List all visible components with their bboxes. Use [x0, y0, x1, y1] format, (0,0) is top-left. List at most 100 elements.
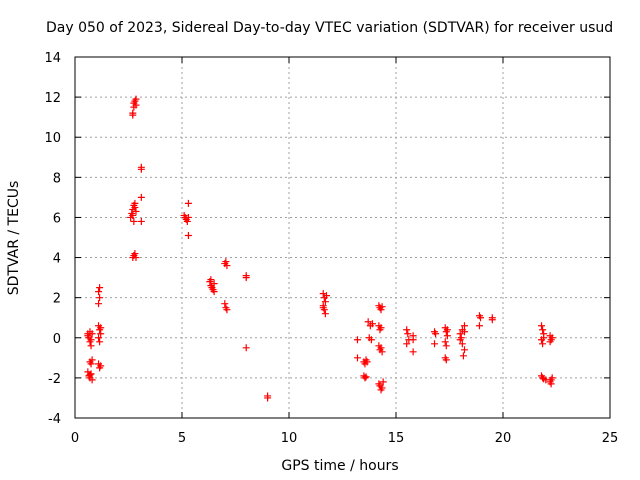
- data-point: [183, 217, 191, 225]
- y-axis-label: SDTVAR / TECUs: [6, 181, 22, 296]
- data-point: [460, 322, 468, 330]
- x-tick-label: 10: [281, 431, 298, 446]
- data-point: [210, 280, 218, 288]
- data-point: [97, 362, 105, 370]
- data-point: [210, 288, 218, 296]
- data-point: [96, 338, 104, 346]
- data-point: [548, 374, 556, 382]
- data-points: [84, 95, 556, 402]
- data-point: [321, 310, 329, 318]
- data-point: [456, 330, 464, 338]
- data-point: [353, 336, 361, 344]
- data-point: [378, 348, 386, 356]
- data-point: [130, 217, 138, 225]
- data-point: [409, 348, 417, 356]
- data-point: [137, 217, 145, 225]
- data-point: [184, 213, 192, 221]
- data-point: [539, 326, 547, 334]
- data-point: [96, 284, 104, 292]
- data-point: [95, 300, 103, 308]
- data-point: [222, 258, 230, 266]
- data-point: [184, 199, 192, 207]
- data-point: [319, 304, 327, 312]
- data-point: [378, 384, 386, 392]
- data-point: [362, 373, 370, 381]
- data-point: [95, 288, 103, 296]
- y-axis-ticks: -4 -2 0 2 4 6 8 10 12 14: [44, 51, 610, 427]
- data-point: [361, 374, 369, 382]
- data-point: [403, 340, 411, 348]
- data-point: [488, 316, 496, 324]
- data-point: [87, 336, 95, 344]
- chart-title: Day 050 of 2023, Sidereal Day-to-day VTE…: [46, 20, 613, 36]
- data-point: [88, 330, 96, 338]
- data-point: [97, 330, 105, 338]
- data-point: [548, 334, 556, 342]
- data-point: [137, 165, 145, 173]
- x-tick-label: 25: [602, 431, 619, 446]
- data-point: [363, 358, 371, 366]
- x-axis-label: GPS time / hours: [281, 458, 398, 474]
- data-point: [377, 306, 385, 314]
- data-point: [443, 326, 451, 334]
- data-point: [137, 193, 145, 201]
- y-tick-label: 14: [44, 51, 61, 66]
- data-point: [132, 207, 140, 215]
- data-point: [88, 356, 96, 364]
- plot-frame: [74, 56, 611, 419]
- data-point: [87, 370, 95, 378]
- data-point: [321, 298, 329, 306]
- data-point: [322, 292, 330, 300]
- data-point: [377, 344, 385, 352]
- data-point: [475, 322, 483, 330]
- data-point: [378, 303, 386, 311]
- data-point: [242, 344, 250, 352]
- data-point: [459, 352, 467, 360]
- data-point: [131, 203, 139, 211]
- data-point: [97, 324, 105, 332]
- data-point: [184, 231, 192, 239]
- y-tick-label: 4: [53, 252, 61, 267]
- data-point: [87, 360, 95, 368]
- grid: [75, 57, 610, 418]
- data-point: [264, 394, 272, 402]
- data-point: [546, 338, 554, 346]
- y-tick-label: -2: [48, 372, 61, 387]
- data-point: [379, 378, 387, 386]
- y-tick-label: 12: [44, 91, 61, 106]
- data-point: [477, 314, 485, 322]
- data-point: [364, 318, 372, 326]
- data-point: [223, 262, 231, 270]
- data-point: [96, 294, 104, 302]
- data-point: [460, 328, 468, 336]
- data-point: [207, 276, 215, 284]
- data-point: [242, 274, 250, 282]
- data-point: [458, 340, 466, 348]
- y-tick-label: 8: [53, 171, 61, 186]
- x-tick-label: 5: [178, 431, 186, 446]
- data-point: [403, 326, 411, 334]
- data-point: [432, 330, 440, 338]
- data-point: [376, 326, 384, 334]
- y-tick-label: -4: [48, 412, 61, 427]
- data-point: [368, 320, 376, 328]
- x-axis-ticks: 0 5 10 15 20 25: [71, 57, 618, 446]
- data-point: [443, 332, 451, 340]
- data-point: [540, 334, 548, 342]
- data-point: [132, 254, 140, 262]
- data-point: [442, 356, 450, 364]
- data-point: [129, 111, 137, 119]
- x-tick-label: 0: [71, 431, 79, 446]
- data-point: [223, 306, 231, 314]
- data-point: [441, 338, 449, 346]
- data-point: [539, 340, 547, 348]
- data-point: [84, 332, 92, 340]
- data-point: [431, 340, 439, 348]
- data-point: [88, 376, 96, 384]
- data-point: [547, 380, 555, 388]
- data-point: [221, 300, 229, 308]
- data-point: [460, 346, 468, 354]
- data-point: [457, 334, 465, 342]
- data-point: [409, 336, 417, 344]
